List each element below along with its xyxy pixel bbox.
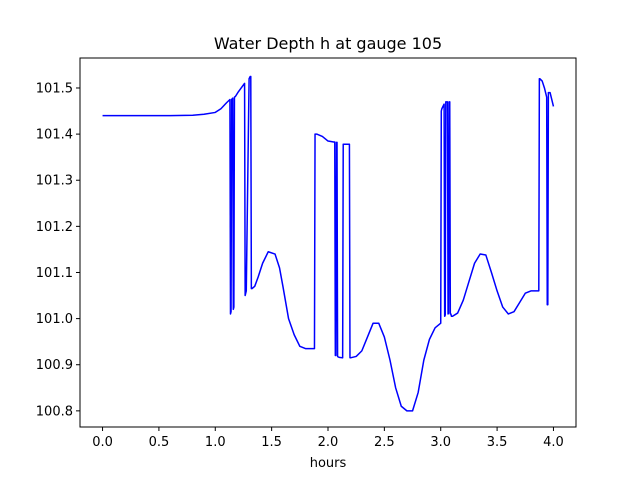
chart-title: Water Depth h at gauge 105 (214, 34, 442, 53)
series-layer (102, 75, 555, 412)
plot-frame (79, 57, 577, 428)
y-axis: 100.8 100.9 101.0 101.1 101.2 101.3 101.4 101.5 (36, 81, 80, 419)
x-tick-label: 4.0 (543, 435, 564, 450)
y-tick-label: 101.4 (36, 128, 73, 143)
y-tick-label: 101.1 (36, 266, 73, 281)
x-axis-label: hours (310, 456, 347, 471)
series-line-1 (102, 75, 555, 412)
y-tick-label: 101.2 (36, 220, 73, 235)
x-tick-label: 2.5 (374, 435, 395, 450)
x-axis: 0.0 0.5 1.0 1.5 2.0 2.5 3.0 3.5 4.0 (92, 427, 564, 450)
x-tick-label: 1.5 (261, 435, 282, 450)
x-tick-label: 3.5 (487, 435, 508, 450)
y-tick-label: 100.9 (36, 358, 73, 373)
x-tick-label: 3.0 (430, 435, 451, 450)
x-tick-label: 0.0 (92, 435, 113, 450)
x-tick-label: 2.0 (318, 435, 339, 450)
y-tick-label: 101.0 (36, 312, 73, 327)
y-tick-label: 101.5 (36, 81, 73, 96)
x-tick-label: 0.5 (149, 435, 170, 450)
y-tick-label: 100.8 (36, 404, 73, 419)
y-tick-label: 101.3 (36, 174, 73, 189)
x-tick-label: 1.0 (205, 435, 226, 450)
